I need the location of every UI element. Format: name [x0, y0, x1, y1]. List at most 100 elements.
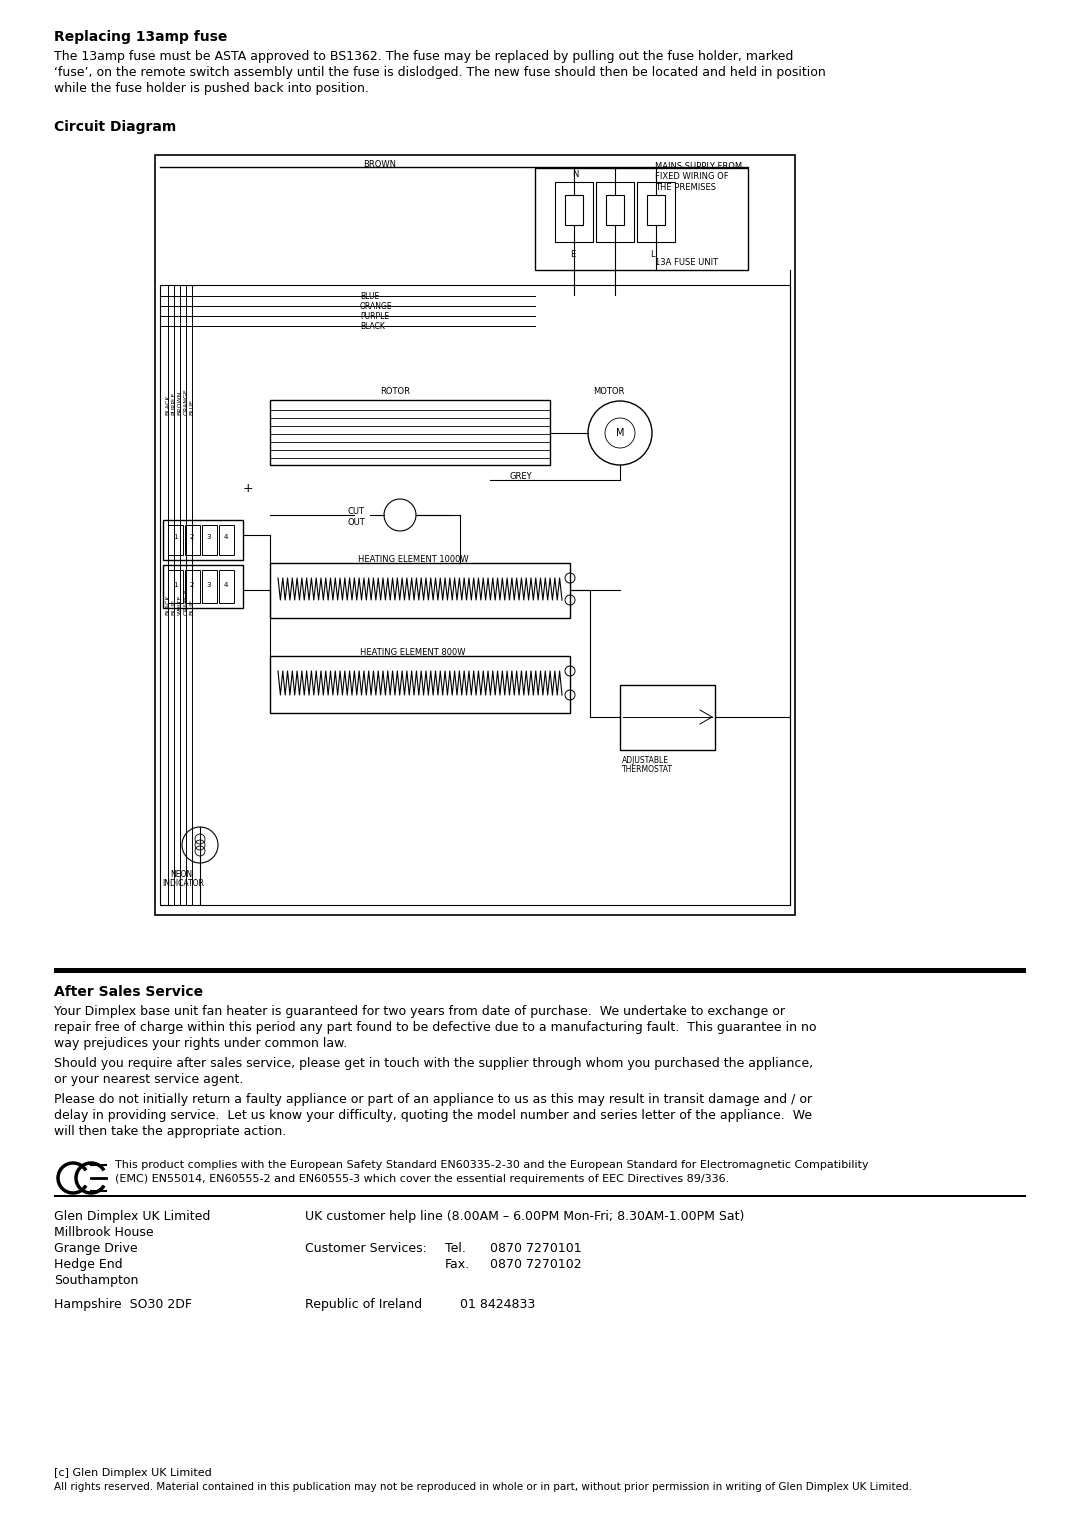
Text: [c] Glen Dimplex UK Limited: [c] Glen Dimplex UK Limited	[54, 1468, 212, 1478]
Text: FIXED WIRING OF: FIXED WIRING OF	[654, 173, 729, 180]
Bar	[202, 570, 217, 604]
Text: CUT: CUT	[348, 507, 365, 516]
Text: Please do not initially return a faulty appliance or part of an appliance to us : Please do not initially return a faulty …	[54, 1093, 812, 1106]
Text: (EMC) EN55014, EN60555-2 and EN60555-3 which cover the essential requirements of: (EMC) EN55014, EN60555-2 and EN60555-3 w…	[114, 1174, 729, 1184]
Bar	[270, 656, 570, 714]
Bar	[555, 182, 593, 241]
Bar	[606, 196, 624, 225]
Text: After Sales Service: After Sales Service	[54, 986, 203, 999]
Bar	[647, 196, 665, 225]
Text: while the fuse holder is pushed back into position.: while the fuse holder is pushed back int…	[54, 83, 369, 95]
Bar	[219, 570, 234, 604]
Text: This product complies with the European Safety Standard EN60335-2-30 and the Eur: This product complies with the European …	[114, 1160, 868, 1170]
Bar	[54, 1195, 1026, 1196]
Text: Your Dimplex base unit fan heater is guaranteed for two years from date of purch: Your Dimplex base unit fan heater is gua…	[54, 1005, 785, 1018]
Text: BLUE: BLUE	[189, 599, 194, 614]
Text: or your nearest service agent.: or your nearest service agent.	[54, 1073, 243, 1086]
Text: GREY: GREY	[510, 472, 532, 481]
Text: BLACK: BLACK	[165, 394, 171, 416]
Bar	[168, 570, 183, 604]
Text: PURPLE: PURPLE	[172, 391, 176, 416]
Text: OUT: OUT	[348, 518, 365, 527]
Text: Hedge End: Hedge End	[54, 1258, 123, 1271]
Text: 3: 3	[206, 582, 212, 588]
Text: 2: 2	[190, 582, 194, 588]
Text: BLACK: BLACK	[165, 594, 171, 614]
Bar	[202, 526, 217, 555]
Text: WHITE: WHITE	[177, 594, 183, 614]
Text: 0870 7270102: 0870 7270102	[490, 1258, 582, 1271]
Bar	[156, 154, 795, 915]
Text: Grange Drive: Grange Drive	[54, 1242, 137, 1254]
Text: ‘fuse’, on the remote switch assembly until the fuse is dislodged. The new fuse : ‘fuse’, on the remote switch assembly un…	[54, 66, 826, 79]
Text: +: +	[243, 481, 254, 495]
Text: MAINS SUPPLY FROM: MAINS SUPPLY FROM	[654, 162, 742, 171]
Text: Southampton: Southampton	[54, 1274, 138, 1287]
Text: ORANGE: ORANGE	[184, 588, 189, 614]
Bar	[535, 168, 748, 270]
Text: BLUE: BLUE	[360, 292, 379, 301]
Text: 4: 4	[224, 582, 228, 588]
Text: ORANGE: ORANGE	[184, 388, 189, 416]
Text: Customer Services:: Customer Services:	[305, 1242, 427, 1254]
Bar	[270, 562, 570, 617]
Text: BROWN: BROWN	[177, 391, 183, 416]
Text: delay in providing service.  Let us know your difficulty, quoting the model numb: delay in providing service. Let us know …	[54, 1109, 812, 1122]
Bar	[565, 196, 583, 225]
Text: Millbrook House: Millbrook House	[54, 1225, 153, 1239]
Text: BLUE: BLUE	[172, 599, 176, 614]
Text: NEON: NEON	[170, 869, 192, 879]
Text: HEATING ELEMENT 800W: HEATING ELEMENT 800W	[361, 648, 465, 657]
Text: will then take the appropriate action.: will then take the appropriate action.	[54, 1125, 286, 1138]
Text: 1: 1	[173, 582, 177, 588]
Text: Hampshire  SO30 2DF: Hampshire SO30 2DF	[54, 1297, 192, 1311]
Text: ORANGE: ORANGE	[360, 303, 393, 312]
Text: 13A FUSE UNIT: 13A FUSE UNIT	[654, 258, 718, 267]
Text: Replacing 13amp fuse: Replacing 13amp fuse	[54, 31, 228, 44]
Bar	[596, 182, 634, 241]
Text: 2: 2	[190, 533, 194, 539]
Text: E: E	[570, 251, 576, 260]
Bar	[163, 565, 243, 608]
Text: HEATING ELEMENT 1000W: HEATING ELEMENT 1000W	[357, 555, 469, 564]
Text: N: N	[571, 170, 578, 179]
Text: PURPLE: PURPLE	[360, 312, 389, 321]
Text: MOTOR: MOTOR	[593, 387, 624, 396]
Bar	[168, 526, 183, 555]
Text: 3: 3	[206, 533, 212, 539]
Text: THE PREMISES: THE PREMISES	[654, 183, 716, 193]
Text: ROTOR: ROTOR	[380, 387, 410, 396]
Text: BROWN: BROWN	[364, 160, 396, 170]
Text: ADJUSTABLE: ADJUSTABLE	[622, 756, 669, 766]
Text: 0870 7270101: 0870 7270101	[490, 1242, 582, 1254]
Text: BLACK: BLACK	[360, 322, 384, 332]
Text: 4: 4	[224, 533, 228, 539]
Text: M: M	[616, 428, 624, 439]
Bar	[160, 286, 789, 905]
Text: 01 8424833: 01 8424833	[460, 1297, 536, 1311]
Text: THERMOSTAT: THERMOSTAT	[622, 766, 673, 775]
Text: Fax.: Fax.	[445, 1258, 470, 1271]
Text: way prejudices your rights under common law.: way prejudices your rights under common …	[54, 1038, 348, 1050]
Bar	[163, 520, 243, 559]
Text: Should you require after sales service, please get in touch with the supplier th: Should you require after sales service, …	[54, 1057, 813, 1070]
Text: UK customer help line (8.00AM – 6.00PM Mon-Fri; 8.30AM-1.00PM Sat): UK customer help line (8.00AM – 6.00PM M…	[305, 1210, 744, 1222]
Bar	[620, 685, 715, 750]
Bar	[185, 570, 200, 604]
Text: Tel.: Tel.	[445, 1242, 465, 1254]
Text: 1: 1	[173, 533, 177, 539]
Text: BLUE: BLUE	[189, 399, 194, 416]
Text: Republic of Ireland: Republic of Ireland	[305, 1297, 422, 1311]
Text: repair free of charge within this period any part found to be defective due to a: repair free of charge within this period…	[54, 1021, 816, 1034]
Text: The 13amp fuse must be ASTA approved to BS1362. The fuse may be replaced by pull: The 13amp fuse must be ASTA approved to …	[54, 50, 794, 63]
Text: Circuit Diagram: Circuit Diagram	[54, 121, 176, 134]
Text: INDICATOR: INDICATOR	[162, 879, 204, 888]
Bar	[185, 526, 200, 555]
Text: Glen Dimplex UK Limited: Glen Dimplex UK Limited	[54, 1210, 211, 1222]
Bar	[54, 969, 1026, 973]
Text: All rights reserved. Material contained in this publication may not be reproduce: All rights reserved. Material contained …	[54, 1482, 912, 1491]
Bar	[270, 400, 550, 465]
Bar	[637, 182, 675, 241]
Bar	[219, 526, 234, 555]
Text: L: L	[650, 251, 654, 260]
